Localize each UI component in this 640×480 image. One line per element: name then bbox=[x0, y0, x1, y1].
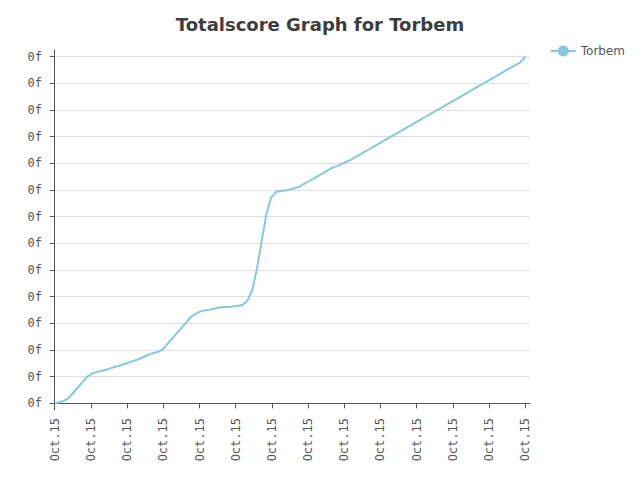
svg-text:Oct.15: Oct.15 bbox=[265, 418, 279, 461]
svg-text:Oct.15: Oct.15 bbox=[373, 418, 387, 461]
svg-text:Oct.15: Oct.15 bbox=[229, 418, 243, 461]
svg-text:0f: 0f bbox=[28, 210, 42, 224]
svg-text:Oct.15: Oct.15 bbox=[446, 418, 460, 461]
svg-text:0f: 0f bbox=[28, 130, 42, 144]
svg-text:Oct.15: Oct.15 bbox=[301, 418, 315, 461]
svg-text:0f: 0f bbox=[28, 103, 42, 117]
svg-text:Oct.15: Oct.15 bbox=[482, 418, 496, 461]
svg-text:Torbem: Torbem bbox=[580, 44, 625, 58]
svg-text:Oct.15: Oct.15 bbox=[337, 418, 351, 461]
svg-text:0f: 0f bbox=[28, 76, 42, 90]
svg-text:0f: 0f bbox=[28, 343, 42, 357]
svg-text:0f: 0f bbox=[28, 236, 42, 250]
svg-text:0f: 0f bbox=[28, 50, 42, 64]
svg-text:0f: 0f bbox=[28, 183, 42, 197]
svg-text:Oct.15: Oct.15 bbox=[518, 418, 532, 461]
svg-text:Oct.15: Oct.15 bbox=[120, 418, 134, 461]
svg-text:Oct.15: Oct.15 bbox=[410, 418, 424, 461]
svg-text:Oct.15: Oct.15 bbox=[193, 418, 207, 461]
svg-text:0f: 0f bbox=[28, 263, 42, 277]
svg-text:Oct.15: Oct.15 bbox=[48, 418, 62, 461]
svg-text:0f: 0f bbox=[28, 156, 42, 170]
svg-text:0f: 0f bbox=[28, 396, 42, 410]
svg-text:0f: 0f bbox=[28, 290, 42, 304]
svg-text:Oct.15: Oct.15 bbox=[156, 418, 170, 461]
svg-text:0f: 0f bbox=[28, 316, 42, 330]
svg-text:0f: 0f bbox=[28, 370, 42, 384]
svg-text:Oct.15: Oct.15 bbox=[84, 418, 98, 461]
svg-text:Totalscore Graph for Torbem: Totalscore Graph for Torbem bbox=[176, 14, 464, 35]
